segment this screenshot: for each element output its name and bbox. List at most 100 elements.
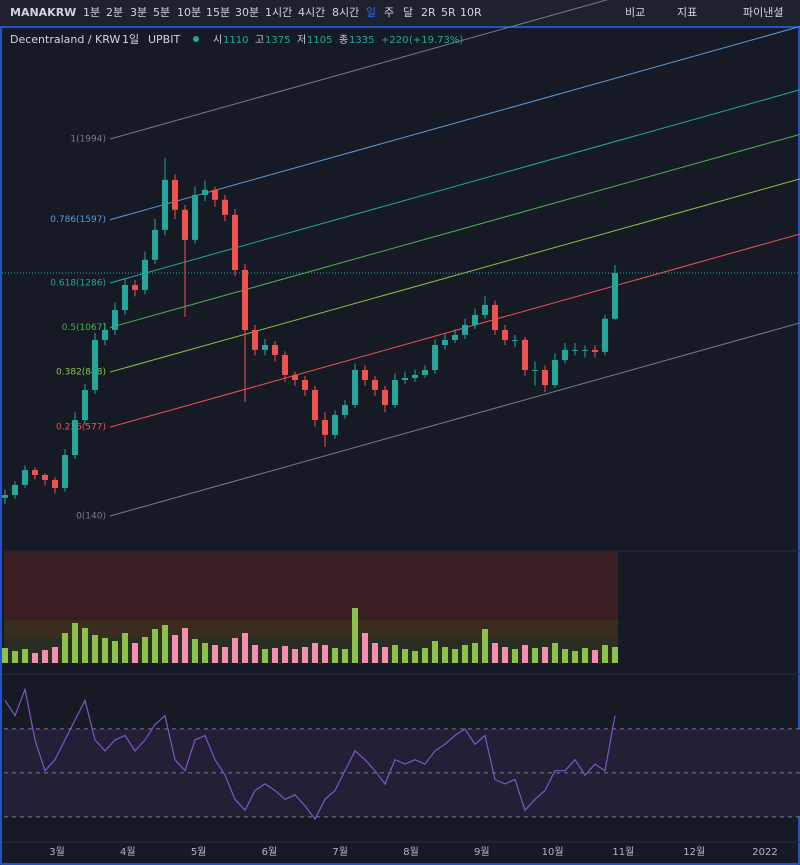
volume-bar [342,649,348,663]
volume-bar [272,648,278,663]
candle-body [452,334,458,340]
volume-bar [352,608,358,663]
volume-bar [102,638,108,663]
interval-button[interactable]: 주 [384,6,394,19]
fib-label: 0(140) [76,512,106,522]
interval-button[interactable]: 10R [460,6,482,19]
rsi-band [4,729,800,817]
volume-bar [2,648,8,663]
candle-body [212,189,218,200]
fib-label: 0.786(1597) [50,215,106,225]
interval-button[interactable]: 1시간 [265,6,292,19]
interval-button[interactable]: 5R [441,6,456,19]
interval-button[interactable]: 5분 [153,6,170,19]
symbol[interactable]: MANAKRW [10,6,76,19]
volume-bar [332,648,338,663]
x-tick-label: 5월 [191,846,207,858]
x-tick-label: 9월 [474,846,490,858]
quote-value: 1110 [223,35,248,46]
interval-button[interactable]: 3분 [130,6,147,19]
volume-bar [552,643,558,663]
interval-button[interactable]: 일 [366,5,376,19]
quote-label: 시 [213,34,222,46]
candle-body [72,420,78,456]
volume-bar [562,649,568,663]
volume-bar [182,628,188,663]
volume-bar [252,645,258,663]
quote-label: 종 [339,34,348,46]
quote-change: +220 [381,35,408,46]
fib-line [109,26,800,221]
x-tick-label: 7월 [332,846,348,858]
volume-bar [262,649,268,663]
x-tick-label: 2022 [752,847,777,858]
candle-body [222,199,228,215]
candle-body [62,455,68,488]
toolbar-button[interactable]: 파이낸셜 [743,6,783,19]
volume-bar [412,651,418,663]
interval-button[interactable]: 8시간 [332,6,359,19]
volume-bar [312,643,318,663]
volume-bar [502,647,508,663]
interval-button[interactable]: 4시간 [298,6,325,19]
header-interval: 1일 [122,32,139,46]
volume-bar [452,649,458,663]
interval-button[interactable]: 10분 [177,6,201,19]
candle-body [22,470,28,485]
toolbar-button[interactable]: 지표 [677,6,697,19]
volume-bar [12,651,18,663]
volume-bar [162,625,168,663]
volume-bar [572,651,578,663]
candle-body [472,314,478,325]
x-tick-label: 3월 [49,846,65,858]
candle-body [92,339,98,390]
candle-body [32,470,38,475]
candle-body [502,329,508,340]
volume-bar [62,633,68,663]
header-title: Decentraland / KRW [10,33,120,46]
toolbar-button[interactable]: 비교 [625,6,645,19]
fib-label: 0.5(1067) [62,323,106,333]
candle-body [282,354,288,375]
candle-body [552,360,558,386]
interval-button[interactable]: 2R [421,6,436,19]
volume-bar [362,633,368,663]
header-exchange: UPBIT [148,33,180,46]
candle-body [82,389,88,421]
candle-body [332,414,338,435]
volume-bar [532,648,538,663]
x-tick-label: 10월 [542,846,564,858]
volume-bar [42,650,48,663]
volume-bar [592,650,598,663]
chart-border [0,26,800,865]
interval-button[interactable]: 2분 [106,6,123,19]
volume-bar [282,646,288,663]
candle-body [422,370,428,375]
interval-button[interactable]: 1분 [83,6,100,19]
interval-button[interactable]: 30분 [235,6,259,19]
candle-body [192,194,198,240]
volume-bar [52,647,58,663]
interval-button[interactable]: 달 [403,6,413,19]
volume-bar [152,629,158,663]
volume-bar [602,645,608,663]
quote-value: 1105 [307,35,332,46]
candle-body [582,349,588,351]
volume-bar [242,633,248,663]
candle-body [612,273,618,319]
volume-bar [402,649,408,663]
candle-body [462,324,468,335]
fib-line [109,178,800,373]
quote-label: 고 [255,35,264,46]
volume-bar [292,649,298,663]
candle-body [322,420,328,435]
x-tick-label: 8월 [403,846,419,858]
candle-body [202,189,208,195]
volume-bar [422,648,428,663]
volume-bar [112,641,118,663]
fib-label: 0.236(577) [56,423,106,433]
quote-value: 1335 [349,35,374,46]
candle-body [392,379,398,406]
interval-button[interactable]: 15분 [206,6,230,19]
